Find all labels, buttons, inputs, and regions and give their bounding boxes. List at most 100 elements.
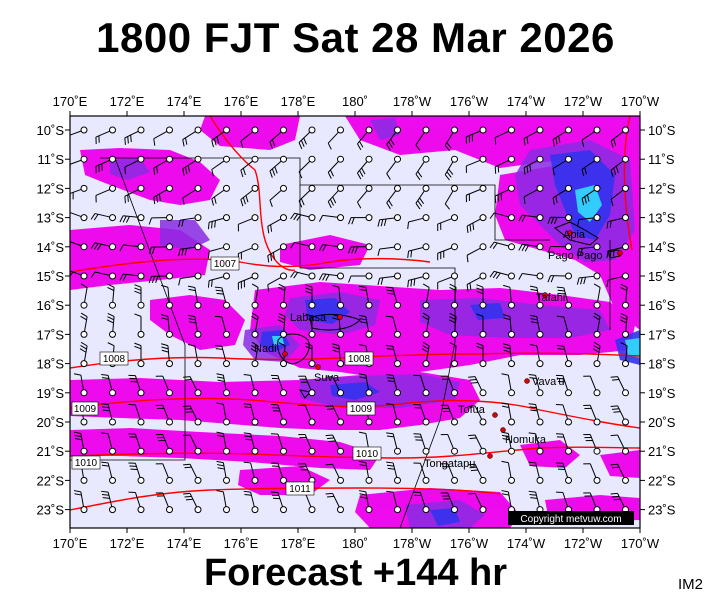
wind-barb — [298, 155, 316, 179]
wind-barb — [95, 155, 116, 174]
wind-barb — [128, 433, 145, 455]
lon-tick-label-top: 176˚E — [224, 94, 259, 109]
wind-barb — [386, 461, 401, 484]
wind-barb — [610, 463, 629, 484]
wind-barb — [183, 492, 202, 514]
wind-barb — [298, 434, 316, 455]
lat-tick-label-right: 13˚S — [648, 211, 676, 226]
wind-barb — [619, 312, 629, 338]
wind-barb — [182, 126, 202, 147]
lat-tick-label-right: 21˚S — [648, 444, 676, 459]
wind-barb — [356, 126, 373, 151]
isobar-label: 1010 — [75, 458, 98, 469]
wind-barb — [356, 184, 373, 209]
lon-tick-label-top: 174˚W — [507, 94, 546, 109]
wind-barb — [358, 490, 373, 514]
wind-barb — [119, 272, 145, 281]
wind-barb — [243, 374, 259, 397]
wind-barb — [251, 283, 259, 309]
wind-barb — [237, 272, 259, 290]
place-tofua: Tofua — [458, 404, 486, 416]
wind-barb — [216, 490, 230, 514]
wind-barb — [348, 214, 373, 225]
wind-barb — [583, 404, 601, 426]
wind-barb — [476, 342, 487, 368]
wind-barb — [610, 184, 629, 207]
wind-barb — [407, 214, 430, 229]
wind-barb — [437, 272, 458, 290]
wind-barb — [547, 214, 572, 225]
wind-barb — [523, 126, 544, 146]
isobar-label: 1011 — [289, 484, 311, 495]
wind-barb — [555, 404, 572, 426]
wind-barb — [128, 491, 145, 514]
place-pago-pago: Pago Pago — [548, 250, 602, 262]
wind-barb — [101, 490, 116, 514]
wind-barb — [386, 126, 401, 151]
lon-tick-label-bottom: 172˚W — [564, 536, 603, 551]
wind-barb — [216, 431, 230, 455]
lat-tick-label-right: 17˚S — [648, 327, 676, 342]
wind-barb — [528, 403, 544, 426]
wind-barb — [178, 243, 202, 257]
wind-barb — [267, 243, 287, 263]
wind-barb — [556, 286, 572, 309]
lon-tick-label-top: 176˚W — [450, 94, 489, 109]
wind-barb — [620, 283, 629, 309]
wind-barb — [251, 312, 259, 338]
wind-barb — [240, 126, 259, 148]
lon-tick-label-bottom: 170˚W — [621, 536, 660, 551]
lat-tick-label-left: 11˚S — [38, 152, 65, 167]
wind-barb — [128, 404, 145, 426]
map-title: 1800 FJT Sat 28 Mar 2026 — [96, 14, 615, 61]
wind-barb — [465, 184, 487, 203]
wind-barb — [529, 344, 544, 368]
lat-tick-label-left: 15˚S — [37, 269, 65, 284]
place-markers — [282, 230, 623, 459]
wind-barb — [161, 343, 173, 368]
wind-barb — [466, 272, 487, 292]
wind-barb — [556, 315, 572, 338]
lat-tick-label-right: 16˚S — [648, 298, 676, 313]
wind-barb — [358, 314, 373, 338]
place-nadi: Nadi — [254, 343, 277, 355]
wind-barb — [377, 272, 401, 286]
wind-barb — [216, 402, 230, 426]
isobars — [70, 116, 640, 511]
lat-tick-label-left: 17˚S — [37, 327, 65, 342]
wind-barb — [119, 214, 145, 223]
lon-tick-label-top: 178˚W — [393, 94, 432, 109]
lat-tick-label-right: 22˚S — [648, 473, 676, 488]
wind-barb — [153, 126, 173, 146]
isobar-label: 1009 — [350, 404, 373, 415]
lon-tick-label-top: 170˚E — [53, 94, 88, 109]
wind-barb — [444, 184, 458, 210]
place-nomuka: Nomuka — [505, 434, 547, 446]
wind-barb — [407, 243, 430, 259]
wind-barb — [153, 184, 173, 205]
wind-barb — [449, 342, 458, 368]
wind-barb — [240, 155, 259, 178]
wind-barb — [592, 341, 601, 368]
wind-barb — [90, 271, 116, 280]
wind-barb — [444, 155, 458, 181]
wind-barb — [523, 184, 544, 204]
wind-barb — [298, 463, 316, 484]
wind-barb — [610, 155, 629, 177]
wind-barb — [155, 492, 173, 514]
wind-barb — [325, 434, 344, 455]
lat-tick-label-right: 14˚S — [648, 240, 676, 255]
wind-barb — [107, 283, 116, 309]
wind-barb — [494, 155, 515, 174]
wind-barb — [576, 243, 601, 256]
wind-barb — [325, 405, 344, 426]
lon-tick-label-top: 180˚ — [342, 94, 368, 109]
lon-tick-label-bottom: 174˚W — [507, 536, 546, 551]
wind-barb — [270, 404, 287, 426]
wind-barb — [119, 243, 145, 252]
wind-barb — [518, 243, 544, 252]
lat-tick-label-left: 20˚S — [37, 415, 65, 430]
wind-barb — [267, 214, 287, 234]
wind-barb — [128, 374, 145, 397]
wind-barb — [465, 126, 487, 144]
